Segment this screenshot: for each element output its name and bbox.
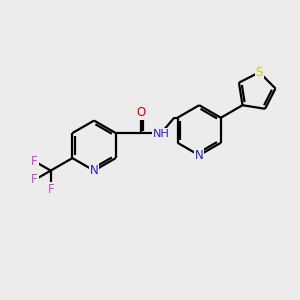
Text: F: F <box>31 173 38 187</box>
Text: F: F <box>31 155 38 168</box>
Text: NH: NH <box>153 129 170 139</box>
Text: O: O <box>136 106 146 119</box>
Text: S: S <box>256 66 263 79</box>
Text: F: F <box>47 183 54 196</box>
Text: N: N <box>90 164 98 177</box>
Text: N: N <box>195 149 204 162</box>
